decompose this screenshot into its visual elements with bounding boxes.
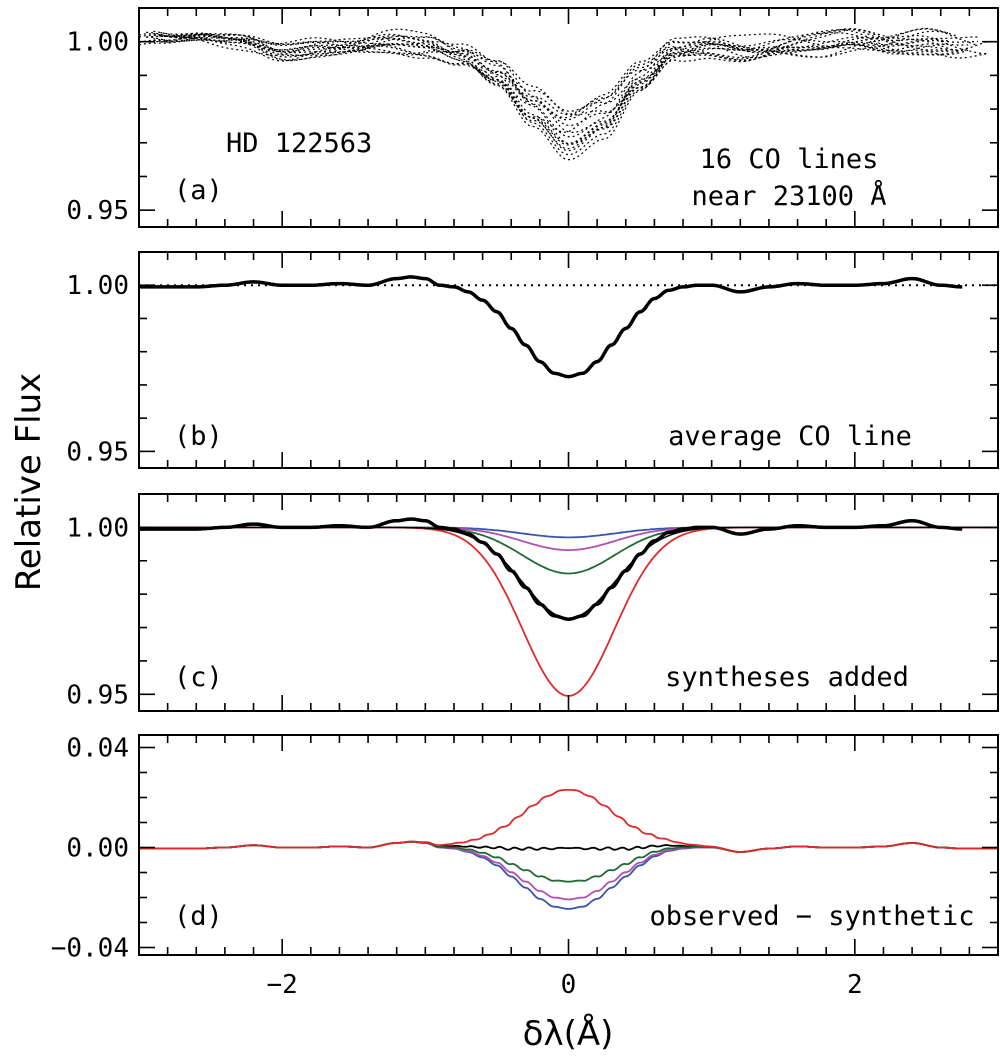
- panel-annotation: syntheses added: [665, 662, 909, 693]
- y-tick-label: 0.95: [66, 437, 129, 467]
- co-line-profile: [160, 33, 979, 144]
- x-tick-label: 0: [561, 970, 577, 1000]
- co-line-profile: [160, 33, 968, 116]
- y-tick-label: 0.95: [66, 680, 129, 710]
- panel-label: (d): [174, 901, 223, 932]
- panels: 0.95 1.00 HD 122563(a) 16 CO lines near 2310…: [51, 7, 999, 1000]
- residual-curve: [139, 841, 998, 901]
- co-line-profile: [153, 28, 959, 150]
- y-tick-label: 1.00: [66, 513, 129, 543]
- star-name: HD 122563: [226, 128, 372, 159]
- co-line-profile: [153, 29, 989, 121]
- panel-b: 0.95 1.00 (b) average CO line: [66, 251, 999, 469]
- plot-area: [139, 789, 998, 910]
- plot-area: [139, 275, 998, 379]
- y-tick-label: 1.00: [66, 271, 129, 301]
- y-tick-label: 1.00: [66, 28, 129, 58]
- co-line-profile: [139, 34, 948, 119]
- co-line-profile: [160, 28, 958, 145]
- x-tick-label: −2: [267, 970, 298, 1000]
- y-tick-label: −0.04: [51, 934, 129, 964]
- panel-label: (a): [174, 175, 223, 206]
- co-line-profile: [139, 35, 989, 146]
- co-line-profile: [153, 30, 948, 127]
- panel-label: (c): [174, 662, 223, 693]
- residual-curve: [139, 789, 998, 853]
- synthetic-spectrum: [139, 526, 998, 552]
- panel-label: (b): [174, 421, 223, 452]
- synthetic-spectrum: [139, 526, 998, 539]
- panel-d: −0.04 0.00 0.04 −2 0 2 (d) observed − synthetic: [51, 734, 999, 1000]
- annotation-line2: near 23100 Å: [691, 180, 886, 212]
- average-co-line: [139, 275, 963, 379]
- panel-a: 0.95 1.00 HD 122563(a) 16 CO lines near 2310…: [66, 7, 999, 228]
- y-tick-label: 0.04: [66, 734, 129, 764]
- co-line-profile: [153, 32, 969, 133]
- plot-area: [139, 27, 989, 161]
- y-tick-label: 0.00: [66, 834, 129, 864]
- co-line-profile: [139, 34, 978, 138]
- co-line-profile: [139, 33, 969, 156]
- panel-c: 0.95 1.00 (c) syntheses added: [66, 493, 999, 712]
- annotation-line1: 16 CO lines: [700, 144, 879, 175]
- x-tick-label: 2: [847, 970, 863, 1000]
- panel-annotation: average CO line: [668, 421, 912, 452]
- observed-spectrum: [139, 517, 963, 621]
- y-tick-label: 0.95: [66, 196, 129, 226]
- y-axis-title: Relative Flux: [9, 373, 49, 592]
- co-line-profile: [146, 28, 989, 133]
- panel-annotation: observed − synthetic: [649, 901, 974, 932]
- x-axis-title: δλ(Å): [523, 1013, 614, 1054]
